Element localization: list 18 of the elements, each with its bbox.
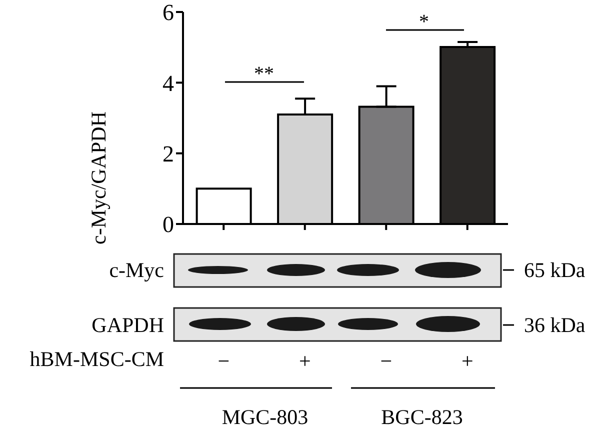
text: BGC-823 [381,405,463,429]
text: MGC-803 [222,405,308,429]
annotation: ** [254,63,274,85]
y-axis-title: c-Myc/GAPDH [86,112,110,244]
y-tick-label: 4 [162,70,174,96]
x-tick-label: + [461,349,474,373]
text: GAPDH [92,313,164,337]
y-tick-label: 2 [162,142,174,166]
x-tick-label: + [298,349,311,373]
annotation: * [419,11,429,33]
y-tick-label: 0 [162,212,174,238]
text: 36 kDa [524,313,586,337]
y-tick-label: 6 [162,0,174,26]
x-tick-label: − [380,349,392,373]
x-axis-title: hBM-MSC-CM [30,347,164,371]
x-tick-label: − [218,349,230,373]
text: c-Myc [109,258,164,282]
text: 65 kDa [524,258,586,282]
